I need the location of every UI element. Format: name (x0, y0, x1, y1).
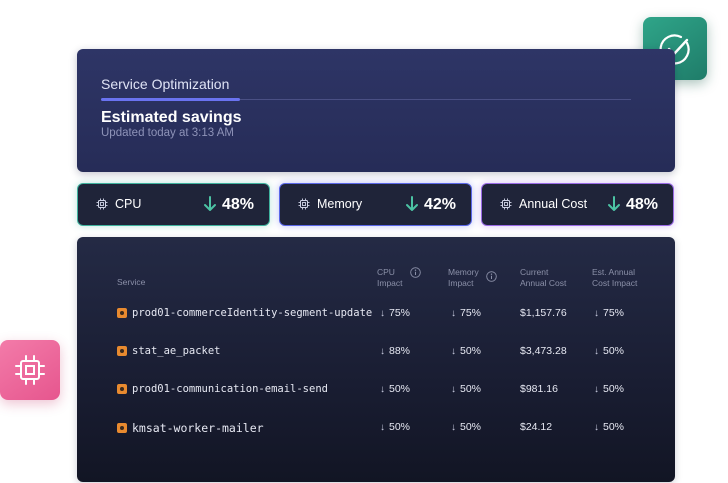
arrow-down-icon: ↓ (451, 384, 456, 395)
metric-value: 48% (625, 196, 658, 213)
service-name[interactable]: prod01-commerceIdentity-segment-update (132, 307, 373, 319)
column-header-current-annual-cost[interactable]: Current Annual Cost (520, 267, 566, 289)
arrow-down-icon: ↓ (380, 308, 385, 319)
arrow-down-icon: ↓ (594, 346, 599, 357)
est-cost-impact-cell: ↓ 75% (594, 307, 624, 319)
services-table: Service CPU Impact Memory Impact Current… (77, 237, 675, 482)
chip-icon (15, 355, 45, 385)
service-name[interactable]: kmsat-worker-mailer (132, 421, 264, 435)
current-cost-cell: $981.16 (520, 383, 558, 395)
metric-label: CPU (115, 197, 142, 211)
column-header-line: Impact (377, 278, 403, 288)
column-header-memory-impact[interactable]: Memory Impact (448, 267, 479, 289)
service-icon (117, 384, 127, 394)
current-cost-cell: $1,157.76 (520, 307, 567, 319)
cpu-impact-value: 75% (389, 307, 411, 319)
est-cost-impact-cell: ↓ 50% (594, 421, 624, 433)
arrow-down-icon: ↓ (594, 422, 599, 433)
arrow-down-icon: ↓ (594, 308, 599, 319)
info-icon[interactable] (410, 267, 421, 278)
arrow-down-icon: ↓ (380, 384, 385, 395)
column-header-line: Cost Impact (592, 278, 638, 288)
chip-badge (0, 340, 60, 400)
tab-divider (101, 99, 631, 100)
est-cost-impact-value: 75% (603, 307, 625, 319)
current-cost-cell: $3,473.28 (520, 345, 567, 357)
memory-impact-cell: ↓ 50% (451, 383, 481, 395)
metric-label: Memory (317, 197, 363, 211)
tab-service-optimization[interactable]: Service Optimization (101, 76, 230, 92)
metric-value: 48% (221, 196, 254, 213)
est-cost-impact-cell: ↓ 50% (594, 345, 624, 357)
cpu-impact-value: 50% (389, 383, 411, 395)
est-cost-impact-cell: ↓ 50% (594, 383, 624, 395)
cpu-impact-cell: ↓ 88% (380, 345, 410, 357)
memory-impact-cell: ↓ 75% (451, 307, 481, 319)
arrow-down-icon: ↓ (451, 346, 456, 357)
column-header-line: CPU (377, 267, 395, 277)
cpu-impact-cell: ↓ 75% (380, 307, 410, 319)
arrow-down-icon: ↓ (380, 422, 385, 433)
est-cost-impact-value: 50% (603, 383, 625, 395)
current-cost-cell: $24.12 (520, 421, 553, 433)
arrow-down-icon: ↓ (451, 308, 456, 319)
column-header-service[interactable]: Service (117, 277, 146, 287)
memory-impact-value: 50% (460, 421, 482, 433)
service-icon (117, 346, 127, 356)
cpu-impact-value: 88% (389, 345, 411, 357)
header-card: Service Optimization Estimated savings U… (77, 49, 675, 172)
arrow-down-icon (406, 196, 418, 211)
est-cost-impact-value: 50% (603, 345, 625, 357)
column-header-line: Memory (448, 267, 479, 277)
column-header-cpu-impact[interactable]: CPU Impact (377, 267, 403, 289)
arrow-down-icon: ↓ (380, 346, 385, 357)
memory-impact-value: 50% (460, 383, 482, 395)
chip-icon (96, 198, 108, 210)
arrow-down-icon: ↓ (451, 422, 456, 433)
column-header-line: Annual Cost (520, 278, 567, 288)
cpu-impact-cell: ↓ 50% (380, 383, 410, 395)
memory-impact-cell: ↓ 50% (451, 421, 481, 433)
chip-icon (500, 198, 512, 210)
arrow-down-icon (608, 196, 620, 211)
service-name[interactable]: stat_ae_packet (132, 345, 221, 357)
cpu-impact-value: 50% (389, 421, 411, 433)
metric-card-memory: Memory 42% (279, 183, 472, 226)
page-title: Estimated savings (101, 109, 242, 126)
updated-timestamp: Updated today at 3:13 AM (101, 127, 234, 139)
column-header-line: Impact (448, 278, 474, 288)
active-tab-indicator (101, 98, 240, 101)
chip-icon (298, 198, 310, 210)
metric-card-cpu: CPU 48% (77, 183, 270, 226)
service-name[interactable]: prod01-communication-email-send (132, 383, 328, 395)
arrow-down-icon: ↓ (594, 384, 599, 395)
memory-impact-cell: ↓ 50% (451, 345, 481, 357)
service-icon (117, 308, 127, 318)
est-cost-impact-value: 50% (603, 421, 625, 433)
info-icon[interactable] (486, 271, 497, 282)
column-header-line: Est. Annual (592, 267, 636, 277)
memory-impact-value: 75% (460, 307, 482, 319)
metric-value: 42% (423, 196, 456, 213)
metric-card-annual-cost: Annual Cost 48% (481, 183, 674, 226)
memory-impact-value: 50% (460, 345, 482, 357)
arrow-down-icon (204, 196, 216, 211)
cpu-impact-cell: ↓ 50% (380, 421, 410, 433)
column-header-line: Current (520, 267, 549, 277)
column-header-est-annual-cost-impact[interactable]: Est. Annual Cost Impact (592, 267, 637, 289)
metric-label: Annual Cost (519, 197, 588, 211)
service-icon (117, 423, 127, 433)
